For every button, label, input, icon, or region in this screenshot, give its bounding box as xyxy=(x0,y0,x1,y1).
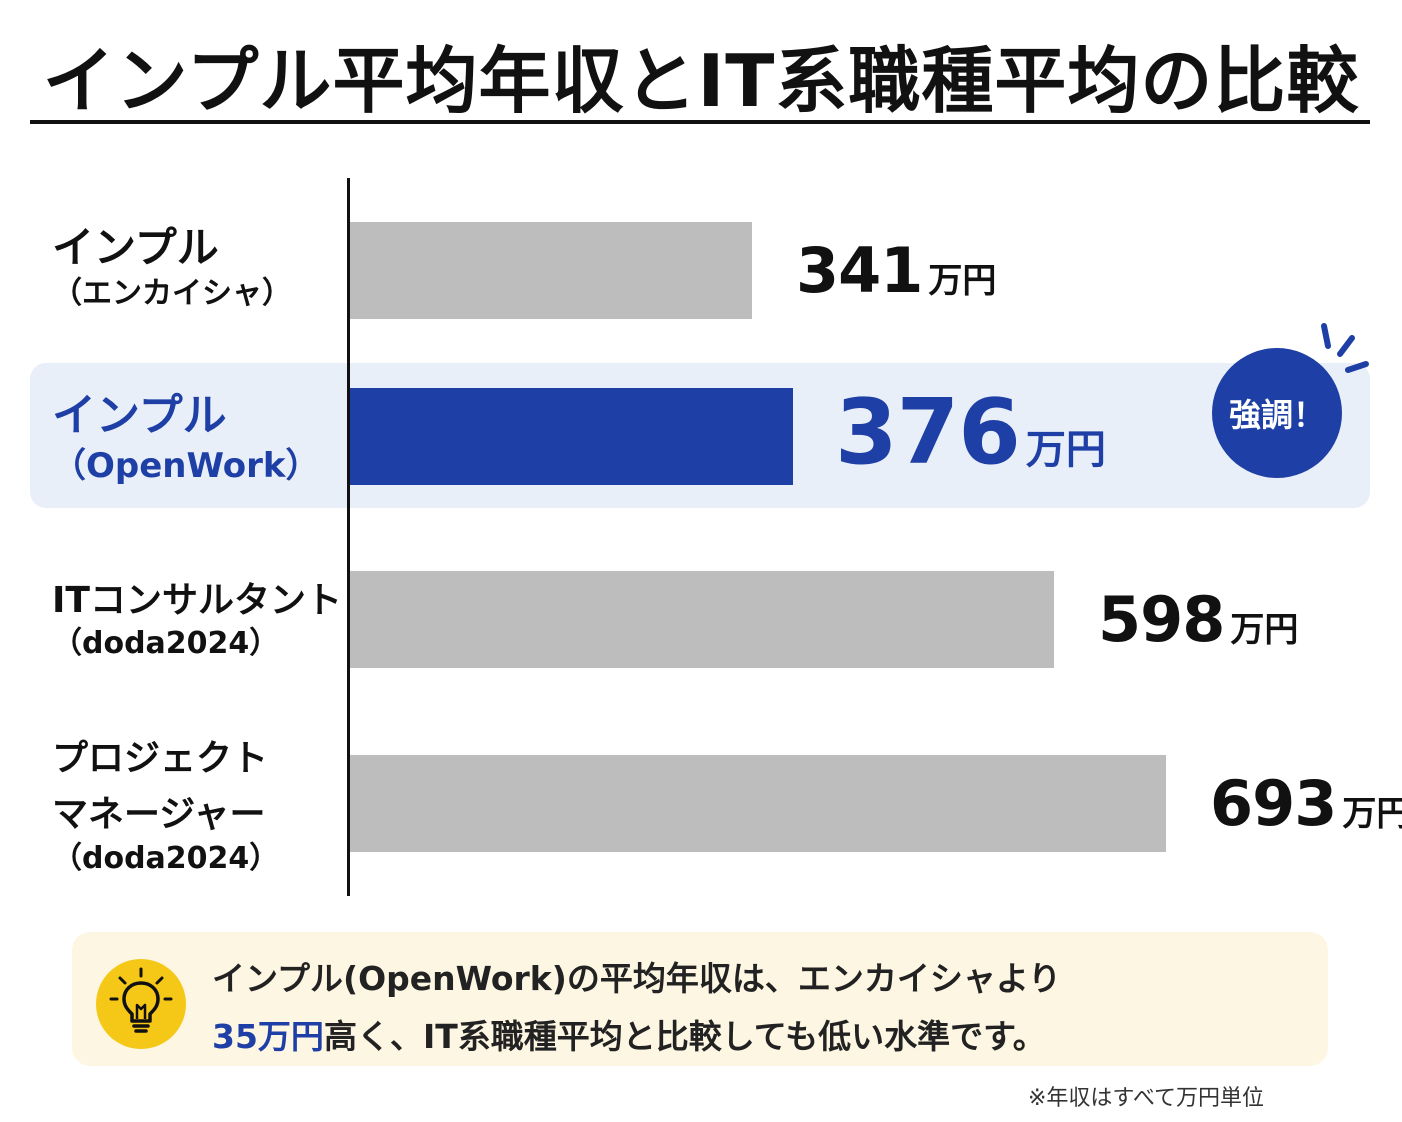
bar-value-label: 341 万円 xyxy=(796,234,996,307)
y-axis-line xyxy=(347,178,350,896)
emphasis-badge: 強調！ xyxy=(1206,316,1376,486)
bar-value: 341 xyxy=(796,234,923,307)
chart-title: インプル平均年収とIT系職種平均の比較 xyxy=(42,39,1360,123)
category-label: プロジェクト xyxy=(52,738,269,779)
bar-value-label: 693 万円 xyxy=(1210,767,1402,840)
bar-value-unit: 万円 xyxy=(928,261,997,301)
category-label: インプル xyxy=(52,390,227,441)
bar-value: 376 xyxy=(835,380,1021,485)
category-label: （エンカイシャ） xyxy=(52,276,292,311)
bar-value-unit: 万円 xyxy=(1230,610,1299,650)
category-label: （doda2024） xyxy=(52,841,280,876)
bar-value-label: 376 万円 xyxy=(835,380,1106,485)
summary-line-1: インプル(OpenWork)の平均年収は、エンカイシャより xyxy=(212,959,1062,998)
summary-callout: インプル(OpenWork)の平均年収は、エンカイシャより 35万円高く、IT系… xyxy=(72,932,1328,1066)
category-label: マネージャー xyxy=(52,794,266,835)
category-label: インプル xyxy=(52,223,219,272)
category-label: （doda2024） xyxy=(52,626,280,661)
bar xyxy=(350,755,1166,852)
summary-highlight-amount: 35万円 xyxy=(212,1017,324,1056)
footnote: ※年収はすべて万円単位 xyxy=(1028,1086,1265,1111)
title-underline xyxy=(30,120,1370,124)
bar-highlighted xyxy=(350,388,793,485)
category-label: ITコンサルタント xyxy=(52,580,342,621)
sparkle-lines-icon xyxy=(1321,323,1369,373)
summary-line-2-rest: 高く、IT系職種平均と比較しても低い水準です。 xyxy=(323,1017,1046,1056)
bar-value: 693 xyxy=(1210,767,1337,840)
bar xyxy=(350,222,752,319)
bar-value-unit: 万円 xyxy=(1342,794,1402,834)
emphasis-badge-label: 強調！ xyxy=(1212,348,1342,478)
bar-value-label: 598 万円 xyxy=(1098,583,1298,656)
summary-text: インプル(OpenWork)の平均年収は、エンカイシャより 35万円高く、IT系… xyxy=(212,950,1061,1066)
category-label: （OpenWork） xyxy=(52,446,320,486)
lightbulb-icon xyxy=(96,959,186,1049)
summary-line-2: 35万円高く、IT系職種平均と比較しても低い水準です。 xyxy=(212,1008,1061,1066)
bar-value-unit: 万円 xyxy=(1025,427,1106,473)
bar xyxy=(350,571,1054,668)
bar-value: 598 xyxy=(1098,583,1225,656)
